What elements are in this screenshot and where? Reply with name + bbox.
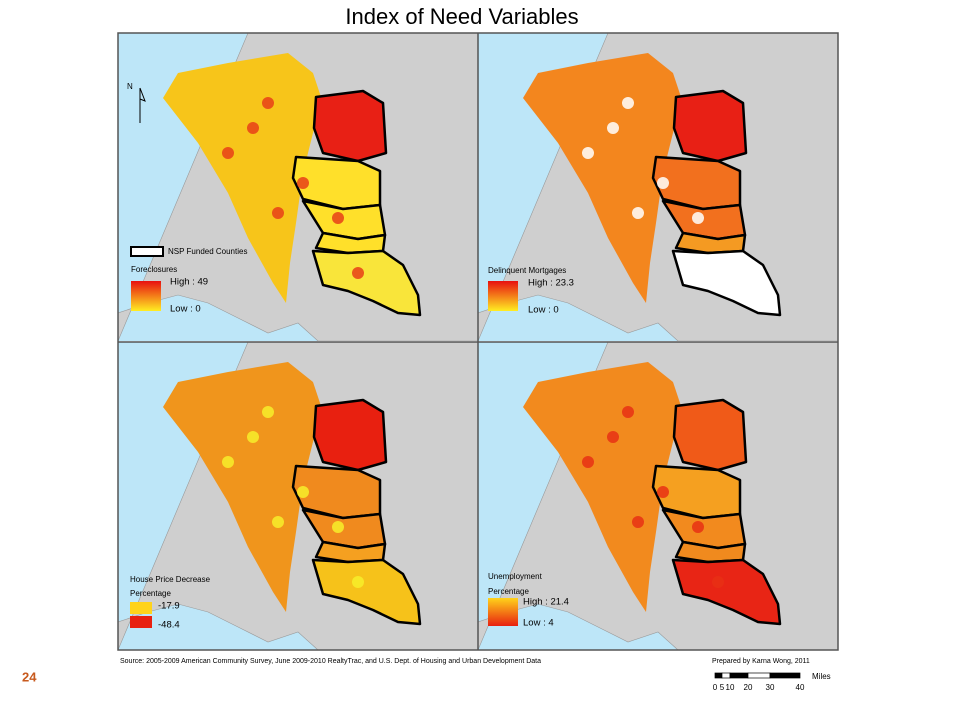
county xyxy=(312,398,388,472)
tract-patch xyxy=(622,406,634,418)
tract-patch xyxy=(247,122,259,134)
county xyxy=(312,89,388,163)
tract-patch xyxy=(692,212,704,224)
scale-label: 20 xyxy=(744,683,753,692)
tract-patch xyxy=(247,431,259,443)
region xyxy=(523,53,683,303)
map-panel: Unemployment Percentage High : 21.4 Low … xyxy=(478,342,838,650)
credit: Prepared by Karna Wong, 2011 xyxy=(712,658,810,665)
region xyxy=(163,362,323,612)
county xyxy=(671,558,782,626)
legend-low: Low : 0 xyxy=(170,304,201,315)
scale-segment xyxy=(769,672,801,679)
tract-patch xyxy=(657,486,669,498)
tract-patch xyxy=(712,267,724,279)
legend-high: -17.9 xyxy=(158,601,180,612)
tract-patch xyxy=(657,177,669,189)
county xyxy=(672,398,748,472)
legend-title: House Price Decrease xyxy=(130,575,211,584)
legend-gradient xyxy=(131,281,161,311)
tract-patch xyxy=(272,207,284,219)
legend-subtitle: Percentage xyxy=(130,589,171,598)
boundary-label: NSP Funded Counties xyxy=(168,247,247,256)
scale-label: 0 xyxy=(713,683,718,692)
legend-swatch xyxy=(130,602,152,614)
legend-title: Delinquent Mortgages xyxy=(488,266,566,275)
north-label: N xyxy=(127,82,133,91)
legend-low: -48.4 xyxy=(158,620,180,631)
legend-title: Foreclosures xyxy=(131,265,177,274)
scale-label: 40 xyxy=(796,683,805,692)
tract-patch xyxy=(607,431,619,443)
tract-patch xyxy=(632,516,644,528)
tract-patch xyxy=(692,521,704,533)
legend-title: Unemployment xyxy=(488,572,543,581)
scale-segment xyxy=(747,672,771,679)
legend-gradient xyxy=(488,281,518,311)
tract-patch xyxy=(352,576,364,588)
title: Index of Need Variables xyxy=(345,4,578,29)
tract-patch xyxy=(297,177,309,189)
legend-gradient xyxy=(488,598,518,626)
region xyxy=(523,362,683,612)
tract-patch xyxy=(607,122,619,134)
tract-patch xyxy=(622,97,634,109)
scale-unit: Miles xyxy=(812,672,831,681)
region xyxy=(163,53,323,303)
legend-subtitle: Percentage xyxy=(488,587,529,596)
legend-low: Low : 4 xyxy=(523,618,554,629)
scale-label: 30 xyxy=(766,683,775,692)
tract-patch xyxy=(222,456,234,468)
tract-patch xyxy=(632,207,644,219)
scale-label: 5 xyxy=(720,683,725,692)
tract-patch xyxy=(332,212,344,224)
scale-bar: Miles 0 5 10 20 30 40 xyxy=(713,672,831,692)
county xyxy=(311,249,422,317)
legend-high: High : 49 xyxy=(170,277,208,288)
map-panel: Delinquent Mortgages High : 23.3 Low : 0 xyxy=(478,33,838,341)
legend-low: Low : 0 xyxy=(528,305,559,316)
north-arrow xyxy=(139,87,146,123)
scale-segment xyxy=(714,672,723,679)
tract-patch xyxy=(332,521,344,533)
tract-patch xyxy=(222,147,234,159)
map-panel: House Price Decrease Percentage -17.9 -4… xyxy=(118,342,478,650)
legend-swatch xyxy=(130,616,152,628)
tract-patch xyxy=(297,486,309,498)
legend-high: High : 23.3 xyxy=(528,278,574,289)
slide-number: 24 xyxy=(22,669,37,684)
tract-patch xyxy=(262,97,274,109)
county xyxy=(672,89,748,163)
scale-label: 10 xyxy=(726,683,735,692)
boundary-swatch xyxy=(130,246,164,257)
county xyxy=(671,249,782,317)
tract-patch xyxy=(272,516,284,528)
source-note: Source: 2005-2009 American Community Sur… xyxy=(120,658,541,665)
scale-segment xyxy=(729,672,749,679)
map-panel: N NSP Funded Counties Foreclosures High … xyxy=(118,33,478,341)
tract-patch xyxy=(582,147,594,159)
legend-high: High : 21.4 xyxy=(523,597,569,608)
tract-patch xyxy=(712,576,724,588)
county xyxy=(311,558,422,626)
scale-segment xyxy=(721,672,731,679)
tract-patch xyxy=(582,456,594,468)
tract-patch xyxy=(262,406,274,418)
tract-patch xyxy=(352,267,364,279)
